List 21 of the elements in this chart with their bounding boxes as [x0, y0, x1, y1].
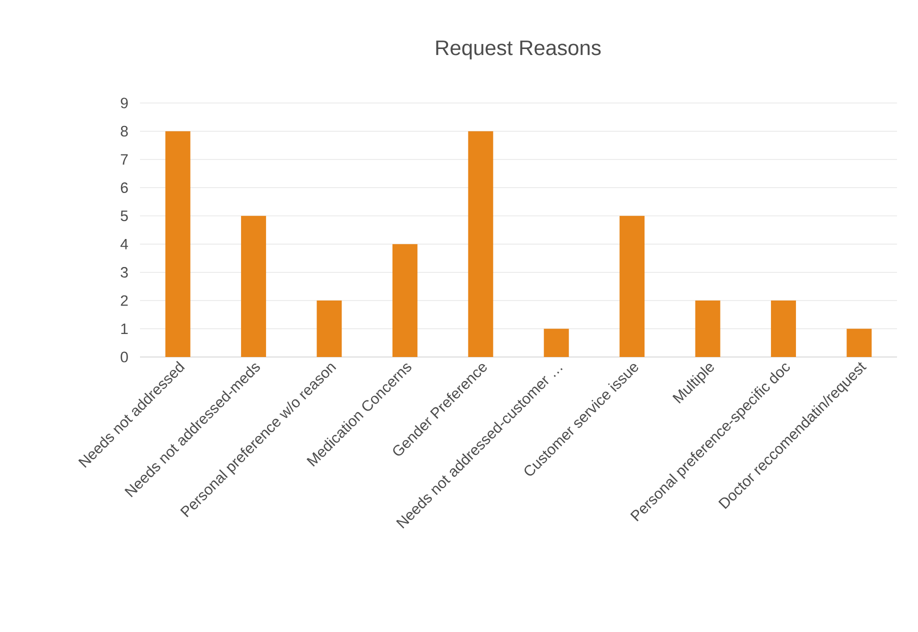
bar: [468, 131, 494, 357]
y-tick-label: 3: [120, 267, 128, 278]
y-tick-label: 7: [120, 154, 128, 165]
bar: [770, 300, 796, 357]
bar: [392, 244, 418, 357]
bar: [544, 328, 569, 357]
bar: [165, 131, 190, 357]
y-tick-label: 6: [120, 182, 128, 193]
y-tick-label: 5: [120, 210, 128, 222]
y-tick-label: 0: [120, 352, 128, 362]
y-tick-label: 9: [120, 98, 128, 108]
bar: [620, 216, 645, 357]
bar: [316, 300, 342, 357]
y-tick-label: 1: [121, 324, 128, 334]
y-tick-label: 8: [120, 126, 128, 137]
y-tick-label: 2: [120, 295, 128, 306]
chart-title: Request Reasons: [436, 40, 601, 60]
bar: [846, 328, 872, 357]
bar: [241, 216, 266, 357]
bar: [695, 300, 720, 357]
y-tick-label: 4: [120, 238, 128, 250]
